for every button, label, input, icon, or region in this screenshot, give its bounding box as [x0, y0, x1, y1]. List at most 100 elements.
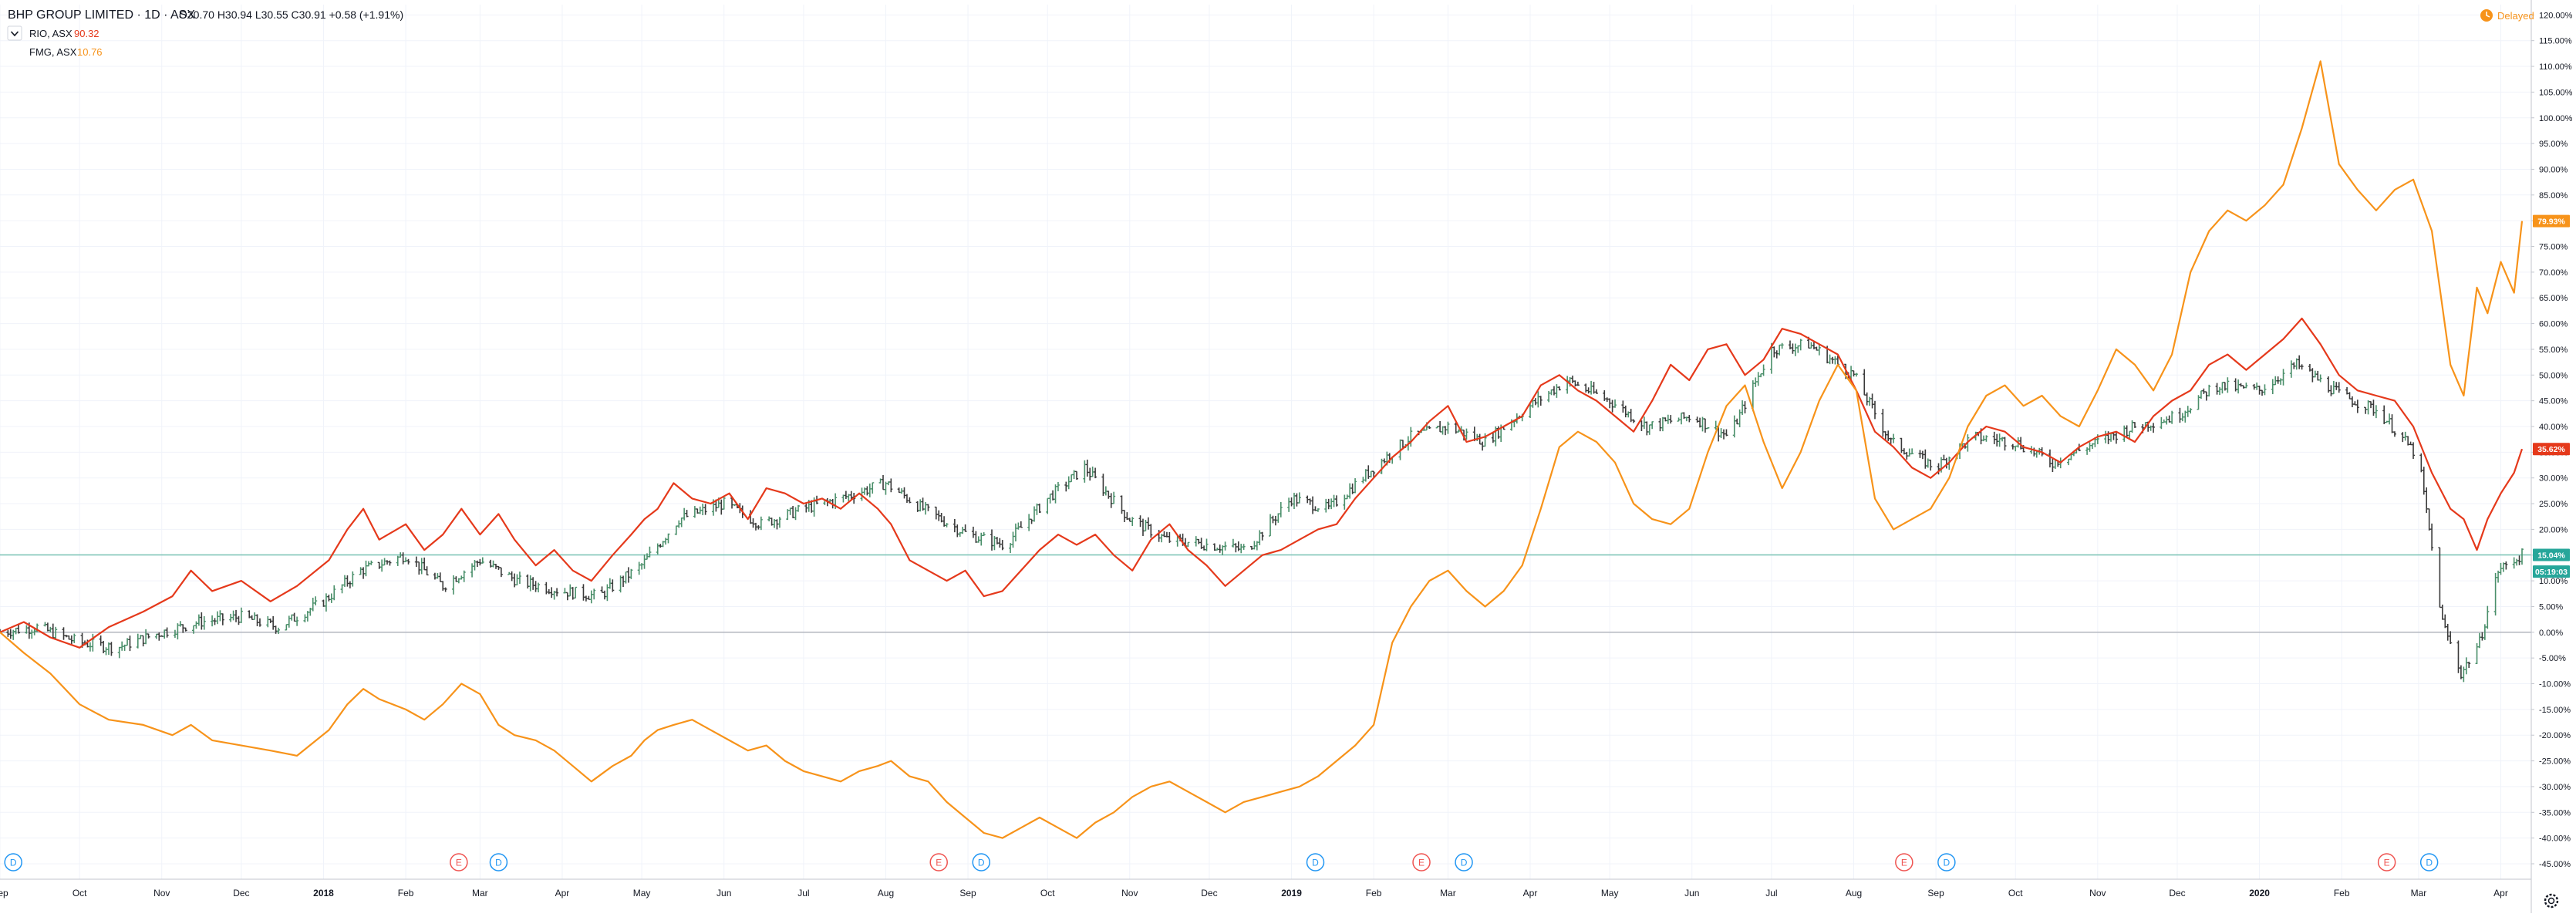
y-tick-label: -45.00% [2539, 860, 2571, 869]
event-marker-label: E [2384, 858, 2390, 868]
legend-series-rio-label[interactable]: RIO, ASX [29, 28, 72, 39]
ohlc-bar [871, 482, 875, 494]
ohlc-bar [314, 596, 318, 605]
x-tick-label: Feb [2334, 888, 2350, 898]
ohlc-bar [908, 497, 912, 504]
ohlc-bar [1112, 491, 1116, 504]
event-marker-circle [2419, 853, 2439, 871]
ohlc-bar [1037, 503, 1041, 514]
legend-main-symbol[interactable]: BHP GROUP LIMITED · 1D · ASX [8, 8, 195, 22]
x-tick-label: Apr [2493, 888, 2508, 898]
price-tag-label: 05:19:03 [2535, 568, 2568, 577]
ohlc-bar [1594, 389, 1598, 394]
earnings-marker[interactable]: E [1412, 853, 1431, 871]
y-tick-label: 10.00% [2539, 577, 2568, 586]
ohlc-bar [666, 533, 670, 544]
dividend-marker[interactable]: D [2419, 853, 2439, 871]
event-marker-circle [1306, 853, 1325, 871]
x-tick-label: 2019 [1281, 888, 1302, 898]
ohlc-bar [1465, 428, 1468, 440]
price-tag-label: 79.93% [2537, 217, 2565, 227]
ohlc-bar [1483, 433, 1487, 447]
dividend-marker[interactable]: D [1937, 853, 1956, 871]
legend-ohlc: O30.70 H30.94 L30.55 C30.91 +0.58 (+1.91… [179, 8, 403, 21]
ohlc-bar [1075, 470, 1079, 480]
price-tag: 35.62% [2533, 443, 2570, 456]
ohlc-bar [1854, 373, 1858, 377]
y-tick-label: 90.00% [2539, 165, 2568, 174]
ohlc-bar [1446, 421, 1450, 434]
ohlc-bar [1168, 531, 1172, 543]
ohlc-bar [2318, 374, 2322, 383]
ohlc-bar [1873, 400, 1877, 420]
dividend-marker[interactable]: D [1455, 853, 1473, 871]
y-tick-label: 65.00% [2539, 294, 2568, 303]
ohlc-bar [165, 627, 169, 638]
ohlc-bar [537, 582, 541, 593]
legend-series-fmg-label[interactable]: FMG, ASX [29, 46, 77, 58]
ohlc-bar [1131, 517, 1135, 526]
x-tick-label: Apr [555, 888, 570, 898]
price-tag-box [2533, 214, 2570, 228]
x-tick-label: Jul [797, 888, 809, 898]
ohlc-bar [2114, 432, 2118, 444]
x-tick-label: Sep [1927, 888, 1944, 898]
y-tick-label: -40.00% [2539, 834, 2571, 844]
y-tick-label: 55.00% [2539, 346, 2568, 355]
ohlc-bar [2467, 661, 2471, 669]
ohlc-bar [1688, 415, 1691, 423]
y-tick-label: 100.00% [2539, 114, 2573, 123]
y-tick-label: 60.00% [2539, 320, 2568, 329]
y-tick-label: 5.00% [2539, 602, 2563, 612]
dividend-marker[interactable]: D [4, 853, 22, 871]
ohlc-bar [1000, 540, 1004, 551]
price-tag-box [2533, 565, 2570, 578]
ohlc-bar [1297, 492, 1301, 504]
ohlc-bar [2355, 400, 2359, 413]
price-tag: 05:19:03 [2533, 565, 2570, 578]
ohlc-bar [128, 635, 132, 652]
earnings-marker[interactable]: E [1895, 853, 1913, 871]
series-line-rio[interactable] [0, 317, 2524, 649]
y-tick-label: 85.00% [2539, 191, 2568, 201]
x-tick-label: Sep [0, 888, 8, 898]
ohlc-bar [406, 558, 410, 565]
earnings-marker[interactable]: E [929, 853, 948, 871]
dividend-marker[interactable]: D [489, 853, 508, 871]
time-axis[interactable]: Sep Oct Nov Dec 2018 Feb Mar Apr May Jun Jul Aug Sep… [0, 878, 2531, 898]
dividend-marker[interactable]: D [1306, 853, 1325, 871]
delayed-status[interactable]: Delayed [2480, 9, 2534, 22]
y-tick-label: 105.00% [2539, 88, 2573, 97]
x-tick-label: Apr [1523, 888, 1538, 898]
event-marker-circle [929, 853, 948, 871]
ohlc-bar [1354, 478, 1357, 494]
ohlc-bar [2152, 423, 2156, 433]
ohlc-bar [2189, 408, 2193, 414]
ohlc-bar [1892, 433, 1896, 443]
series-line-fmg[interactable] [0, 60, 2524, 839]
legend-collapse-button[interactable] [7, 25, 22, 41]
ohlc-bar [2412, 442, 2416, 460]
event-marker-circle [1412, 853, 1431, 871]
ohlc-bar [555, 588, 559, 597]
ohlc-bar [963, 524, 967, 532]
series-lines [0, 60, 2524, 839]
ohlc-bar [1706, 426, 1710, 430]
ohlc-bar [480, 557, 484, 564]
y-tick-label: 120.00% [2539, 11, 2573, 20]
ohlc-bar [110, 642, 113, 656]
earnings-marker[interactable]: E [450, 853, 468, 871]
x-tick-label: Nov [2089, 888, 2106, 898]
earnings-marker[interactable]: E [2377, 853, 2396, 871]
dividend-marker[interactable]: D [972, 853, 990, 871]
ohlc-bar [1650, 421, 1654, 430]
price-axis[interactable]: 120.00% 115.00% 110.00% 105.00% 100.00% 95.00… [2530, 0, 2573, 913]
ohlc-bar [332, 585, 336, 601]
chart-settings-button[interactable] [2544, 893, 2559, 909]
x-tick-label: Aug [878, 888, 894, 898]
x-tick-label: Mar [472, 888, 488, 898]
y-tick-label: -15.00% [2539, 706, 2571, 715]
